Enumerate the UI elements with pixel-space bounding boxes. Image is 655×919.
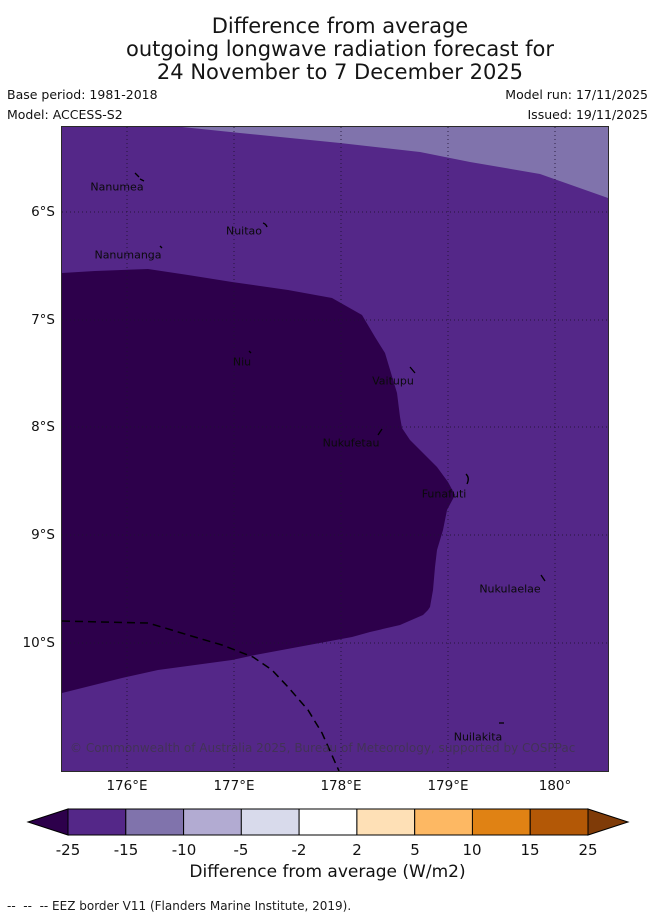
island-markers xyxy=(134,172,546,724)
island-label-nukufetau: Nukufetau xyxy=(322,436,380,450)
island-label-nanumea: Nanumea xyxy=(90,180,144,194)
colorbar-axis-label: Difference from average (W/m2) xyxy=(189,862,466,882)
island-label-funafuti: Funafuti xyxy=(421,487,467,501)
colorbar-tick-neg10: -10 xyxy=(171,841,197,859)
lon-label-177e: 177°E xyxy=(213,778,255,794)
title-line-2: outgoing longwave radiation forecast for xyxy=(125,37,555,61)
title-line-1: Difference from average xyxy=(211,14,469,38)
island-label-nuitao: Nuitao xyxy=(225,224,263,238)
colorbar-tick-neg5: -5 xyxy=(233,841,249,859)
colorbar-arrow-right xyxy=(587,808,630,836)
lat-label-10s: 10°S xyxy=(22,635,56,651)
colorbar-segment-neg25 xyxy=(67,808,127,836)
metadata-right: Model run: 17/11/2025 Issued: 19/11/2025 xyxy=(505,85,648,125)
lat-label-9s: 9°S xyxy=(31,527,55,543)
colorbar-segment-neg5 xyxy=(240,808,300,836)
island-marker-niu xyxy=(248,350,252,354)
island-label-niu: Niu xyxy=(232,355,252,369)
colorbar-tick-neg15: -15 xyxy=(113,841,139,859)
colorbar-tick-neg25: -25 xyxy=(55,841,81,859)
graticule xyxy=(62,127,608,771)
anomaly-map: Nanumea Nuitao Nanumanga Niu Vaitupu Nuk… xyxy=(61,126,609,772)
copyright-text: © Commonwealth of Australia 2025, Bureau… xyxy=(70,741,576,755)
colorbar-segment-pos2 xyxy=(356,808,416,836)
island-marker-nanumea xyxy=(134,172,145,182)
colorbar-tick-pos5: 5 xyxy=(410,841,420,859)
map-fill-neg15-neg10 xyxy=(182,127,608,198)
base-period-text: Base period: 1981-2018 xyxy=(7,87,158,102)
island-marker-nanumanga xyxy=(159,245,163,249)
colorbar-segment-neutral xyxy=(298,808,358,836)
colorbar-segment-neg15 xyxy=(125,808,185,836)
lon-label-179e: 179°E xyxy=(427,778,469,794)
island-marker-vaitupu xyxy=(409,366,416,374)
island-label-vaitupu: Vaitupu xyxy=(372,374,414,388)
eez-footnote: -- -- -- EEZ border V11 (Flanders Marine… xyxy=(7,899,352,913)
colorbar-segment-pos10 xyxy=(471,808,531,836)
island-label-nanumanga: Nanumanga xyxy=(94,248,162,262)
colorbar xyxy=(20,806,636,838)
anomaly-map-canvas xyxy=(62,127,608,771)
issued-text: Issued: 19/11/2025 xyxy=(527,107,649,122)
lat-label-7s: 7°S xyxy=(31,312,55,328)
colorbar-tick-pos2: 2 xyxy=(352,841,362,859)
colorbar-tick-pos10: 10 xyxy=(462,841,482,859)
island-marker-nukulaelae xyxy=(540,574,546,582)
colorbar-tick-pos15: 15 xyxy=(520,841,540,859)
map-fill-below-neg25 xyxy=(62,269,455,693)
lon-label-176e: 176°E xyxy=(106,778,148,794)
colorbar-tick-pos25: 25 xyxy=(578,841,598,859)
lat-label-8s: 8°S xyxy=(31,419,55,435)
colorbar-canvas xyxy=(26,808,630,836)
island-label-nukulaelae: Nukulaelae xyxy=(479,582,541,596)
island-marker-funafuti xyxy=(465,473,469,485)
island-label-nuilakita: Nuilakita xyxy=(453,730,503,744)
page-title: Difference from average outgoing longwav… xyxy=(25,15,655,84)
metadata-left: Base period: 1981-2018 Model: ACCESS-S2 xyxy=(7,85,158,125)
title-line-3: 24 November to 7 December 2025 xyxy=(156,60,524,84)
lon-label-180: 180° xyxy=(538,778,572,794)
island-marker-nuitao xyxy=(262,222,268,228)
colorbar-segment-pos15 xyxy=(529,808,589,836)
colorbar-segment-pos5 xyxy=(414,808,474,836)
colorbar-segment-neg10 xyxy=(183,808,242,836)
lon-label-178e: 178°E xyxy=(320,778,362,794)
colorbar-tick-neg2: -2 xyxy=(291,841,307,859)
colorbar-arrow-left xyxy=(26,808,69,836)
island-marker-nukufetau xyxy=(377,428,383,436)
model-run-text: Model run: 17/11/2025 xyxy=(505,87,648,102)
eez-border-line xyxy=(62,620,340,771)
lat-label-6s: 6°S xyxy=(31,204,55,220)
model-text: Model: ACCESS-S2 xyxy=(7,107,123,122)
